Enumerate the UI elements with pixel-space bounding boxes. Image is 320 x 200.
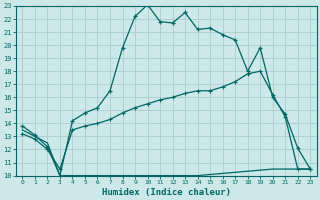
X-axis label: Humidex (Indice chaleur): Humidex (Indice chaleur) [102,188,231,197]
